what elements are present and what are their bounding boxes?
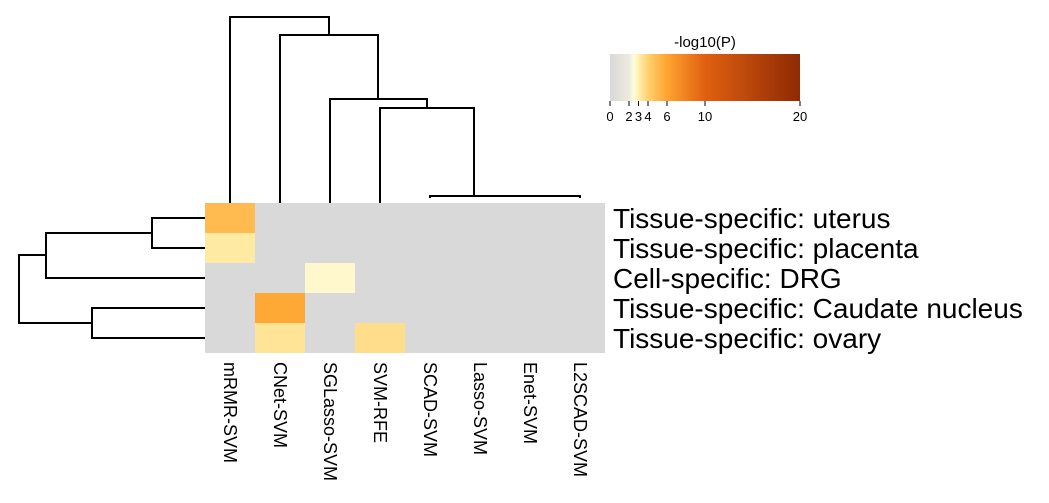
heatmap-cell bbox=[205, 263, 255, 293]
column-label: CNet-SVM bbox=[270, 362, 290, 448]
heatmap-cell bbox=[505, 323, 555, 353]
column-label: SGLasso-SVM bbox=[320, 362, 340, 481]
heatmap-cell bbox=[305, 323, 355, 353]
column-label: mRMR-SVM bbox=[220, 362, 240, 463]
column-dendrogram bbox=[230, 17, 580, 203]
heatmap-cell bbox=[455, 263, 505, 293]
colorbar-tick-label: 4 bbox=[644, 109, 651, 124]
heatmap-cell bbox=[305, 293, 355, 323]
row-dendro-link-drg bbox=[46, 233, 205, 278]
column-label: L2SCAD-SVM bbox=[570, 362, 590, 477]
heatmap-cell bbox=[555, 293, 605, 323]
heatmap-cell bbox=[505, 263, 555, 293]
colorbar-tick-label: 10 bbox=[698, 109, 712, 124]
heatmap-cell bbox=[205, 233, 255, 263]
heatmap-cell bbox=[405, 263, 455, 293]
heatmap-cell bbox=[555, 203, 605, 233]
heatmap-cell bbox=[555, 263, 605, 293]
colorbar: -log10(P) 0 2 3 4 6 10 20 bbox=[606, 34, 807, 124]
row-dendro-link-root bbox=[19, 255, 92, 323]
heatmap-cell bbox=[255, 233, 305, 263]
heatmap-cell bbox=[505, 203, 555, 233]
row-labels: Tissue-specific: uterus Tissue-specific:… bbox=[613, 203, 1023, 354]
row-dendrogram bbox=[19, 218, 205, 338]
colorbar-tick-label: 2 bbox=[625, 109, 632, 124]
heatmap-cell bbox=[355, 323, 405, 353]
heatmap-cell bbox=[505, 293, 555, 323]
heatmap-cell bbox=[205, 203, 255, 233]
heatmap-cell bbox=[355, 233, 405, 263]
heatmap-cell bbox=[455, 233, 505, 263]
colorbar-ticks: 0 2 3 4 6 10 20 bbox=[606, 101, 807, 124]
heatmap-cell bbox=[455, 323, 505, 353]
heatmap-cell bbox=[505, 233, 555, 263]
col-dendro-link-svmrfe-block bbox=[380, 108, 474, 203]
colorbar-tick-label: 0 bbox=[606, 109, 613, 124]
heatmap-cell bbox=[355, 203, 405, 233]
heatmap-cell bbox=[255, 323, 305, 353]
colorbar-tick-label: 3 bbox=[635, 109, 642, 124]
heatmap-cell bbox=[405, 233, 455, 263]
heatmap-cell bbox=[405, 203, 455, 233]
heatmap-cell bbox=[355, 263, 405, 293]
row-label: Tissue-specific: placenta bbox=[613, 233, 919, 264]
heatmap-cell bbox=[305, 233, 355, 263]
heatmap-cell bbox=[305, 203, 355, 233]
heatmap-cell bbox=[205, 323, 255, 353]
row-label: Cell-specific: DRG bbox=[613, 263, 842, 294]
column-label: SCAD-SVM bbox=[420, 362, 440, 457]
row-dendro-link-caudate-ovary bbox=[92, 308, 205, 338]
heatmap-cell bbox=[205, 293, 255, 323]
row-dendro-link-uterus-placenta bbox=[152, 218, 205, 248]
column-labels: mRMR-SVM CNet-SVM SGLasso-SVM SVM-RFE SC… bbox=[220, 362, 590, 481]
heatmap-cell bbox=[555, 233, 605, 263]
col-dendro-link-sglasso-block bbox=[330, 99, 427, 203]
colorbar-title: -log10(P) bbox=[674, 34, 736, 51]
heatmap-cell bbox=[455, 203, 505, 233]
colorbar-tick-label: 6 bbox=[663, 109, 670, 124]
column-label: Enet-SVM bbox=[520, 362, 540, 444]
colorbar-gradient bbox=[610, 54, 800, 101]
heatmap-cell bbox=[455, 293, 505, 323]
row-label: Tissue-specific: Caudate nucleus bbox=[613, 293, 1023, 324]
col-dendro-link-lasso-enet-l2scad bbox=[430, 196, 580, 198]
heatmap-cell bbox=[255, 203, 305, 233]
row-label: Tissue-specific: ovary bbox=[613, 323, 881, 354]
heatmap-cell bbox=[555, 323, 605, 353]
heatmap-cells bbox=[205, 203, 605, 353]
heatmap-cell bbox=[305, 263, 355, 293]
heatmap-cell bbox=[255, 263, 305, 293]
heatmap-cell bbox=[405, 323, 455, 353]
row-label: Tissue-specific: uterus bbox=[613, 203, 891, 234]
heatmap-cell bbox=[405, 293, 455, 323]
heatmap-cell bbox=[255, 293, 305, 323]
colorbar-tick-label: 20 bbox=[793, 109, 807, 124]
column-label: SVM-RFE bbox=[370, 362, 390, 443]
heatmap-cell bbox=[355, 293, 405, 323]
column-label: Lasso-SVM bbox=[470, 362, 490, 455]
